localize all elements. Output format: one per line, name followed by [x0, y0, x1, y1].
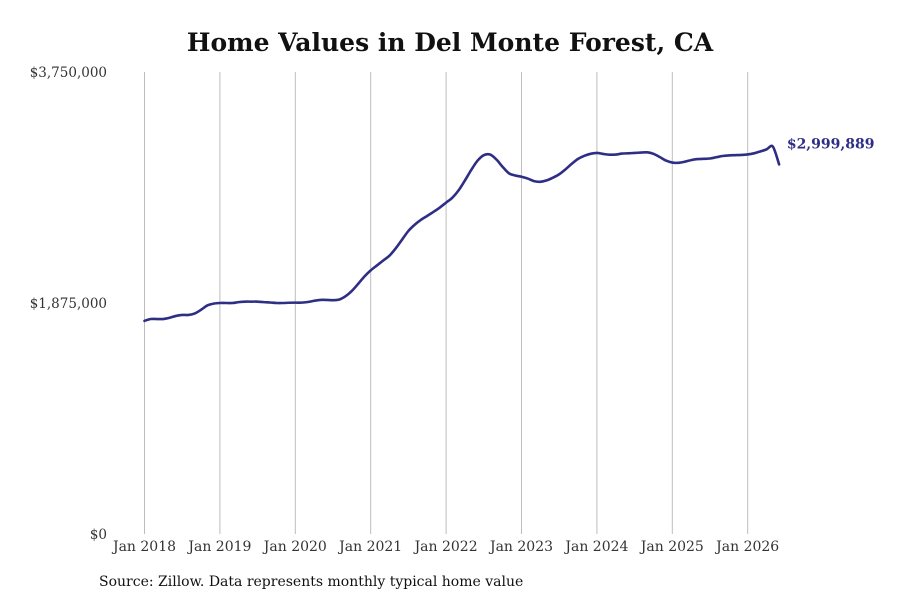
y-tick-label: $3,750,000	[30, 65, 107, 81]
x-tick-label: Jan 2020	[262, 539, 327, 555]
x-tick-label: Jan 2022	[413, 539, 478, 555]
x-axis-ticks: Jan 2018 Jan 2019 Jan 2020 Jan 2021 Jan 2022…	[111, 539, 779, 555]
x-tick-label: Jan 2025	[639, 539, 704, 555]
y-axis-ticks: $3,750,000 $1,875,000 $0	[30, 65, 107, 543]
end-value-label: $2,999,889	[787, 137, 875, 153]
series-line	[143, 144, 781, 323]
x-tick-label: Jan 2021	[337, 539, 402, 555]
x-tick-label: Jan 2018	[111, 539, 176, 555]
source-note: Source: Zillow. Data represents monthly …	[99, 574, 524, 590]
x-tick-label: Jan 2019	[186, 539, 251, 555]
x-tick-label: Jan 2026	[714, 539, 779, 555]
y-tick-label: $0	[90, 527, 107, 543]
x-tick-label: Jan 2024	[563, 539, 628, 555]
chart-title: Home Values in Del Monte Forest, CA	[186, 28, 714, 57]
y-tick-label: $1,875,000	[30, 296, 107, 312]
x-tick-label: Jan 2023	[488, 539, 553, 555]
